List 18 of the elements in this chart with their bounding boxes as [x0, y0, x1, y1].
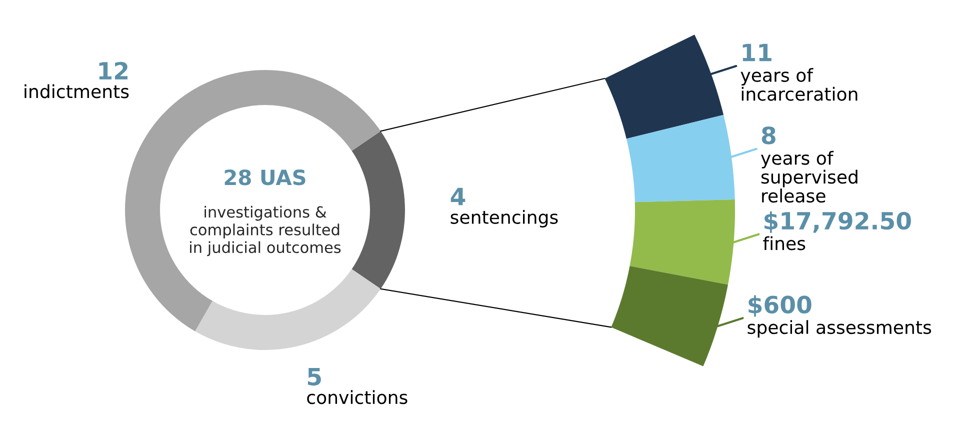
- donut-slice: [352, 131, 405, 289]
- category-label: special assessments: [748, 320, 932, 338]
- text: 28 UAS: [224, 169, 306, 186]
- data-label: 5: [308, 368, 321, 386]
- category-label: years of supervised release: [761, 150, 858, 203]
- data-label: 12: [99, 62, 128, 80]
- category-label: years of incarceration: [740, 68, 858, 101]
- text: $17,792.50: [764, 211, 911, 233]
- category-label: fines: [763, 236, 806, 250]
- data-label: 4: [450, 188, 466, 206]
- slice-label: convictions: [307, 390, 408, 404]
- donut-slice: [195, 269, 381, 350]
- text: investigations & complaints resulted in judicial outcomes: [190, 206, 341, 256]
- slice-label: indictments: [24, 84, 129, 98]
- text: 11: [742, 44, 772, 62]
- text: $600: [748, 295, 812, 317]
- text: 8: [762, 126, 776, 144]
- slice-label: sentencings: [450, 210, 558, 228]
